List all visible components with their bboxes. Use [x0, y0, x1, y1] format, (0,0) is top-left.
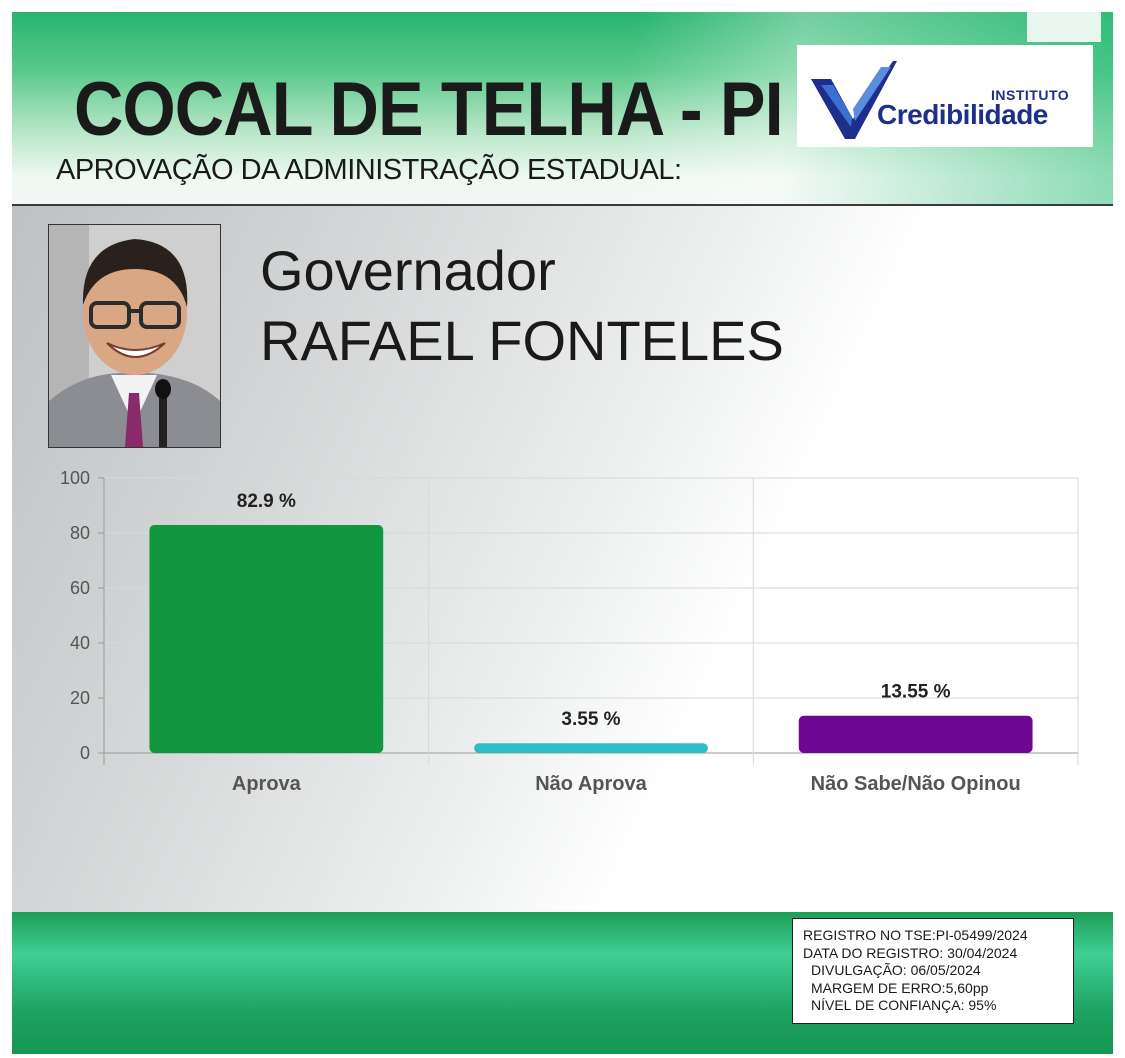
x-tick-label: Não Aprova [535, 773, 647, 795]
data-label: 82.9 % [237, 491, 296, 512]
poll-card: COCAL DE TELHA - PI APROVAÇÃO DA ADMINIS… [12, 12, 1113, 1054]
candidate-name: RAFAEL FONTELES [260, 309, 784, 372]
poll-info-box: REGISTRO NO TSE:PI-05499/2024 DATA DO RE… [792, 918, 1074, 1024]
data-label: 13.55 % [881, 682, 951, 703]
checkmark-icon [811, 61, 897, 139]
info-line-divulgacao: DIVULGAÇÃO: 06/05/2024 [811, 962, 981, 978]
x-tick-label: Não Sabe/Não Opinou [811, 773, 1021, 795]
logo-main-text: Credibilidade [877, 99, 1048, 130]
info-line-margem: MARGEM DE ERRO:5,60pp [811, 979, 989, 996]
y-tick-label: 40 [70, 633, 90, 653]
bar-chart: 0 20 40 60 80 100 82.9 % Aprova 3.55 % Não Aprova… [60, 470, 1079, 795]
portrait-avatar [49, 225, 220, 447]
institute-logo: INSTITUTO Credibilidade [797, 45, 1093, 147]
info-line-data: DATA DO REGISTRO: 30/04/2024 [803, 944, 1018, 961]
y-tick-label: 60 [70, 578, 90, 598]
data-label: 3.55 % [561, 709, 620, 730]
header-corner [1027, 12, 1101, 42]
info-line-registro: REGISTRO NO TSE:PI-05499/2024 [803, 927, 1028, 943]
logo-small-text: INSTITUTO [991, 87, 1070, 103]
y-tick-label: 20 [70, 688, 90, 708]
page-title: COCAL DE TELHA - PI [74, 67, 784, 152]
header-divider [12, 204, 1113, 206]
page-subtitle: APROVAÇÃO DA ADMINISTRAÇÃO ESTADUAL: [56, 154, 682, 186]
y-tick-label: 0 [80, 743, 90, 763]
candidate-photo [48, 224, 221, 448]
x-tick-label: Aprova [232, 773, 302, 795]
candidate-role: Governador [260, 239, 556, 302]
y-tick-label: 100 [60, 470, 90, 488]
y-tick-label: 80 [70, 523, 90, 543]
bar-3 [798, 715, 1033, 753]
bar-1 [149, 525, 384, 753]
bar-2 [474, 743, 708, 753]
info-line-nivel: NÍVEL DE CONFIANÇA: 95% [811, 997, 997, 1013]
